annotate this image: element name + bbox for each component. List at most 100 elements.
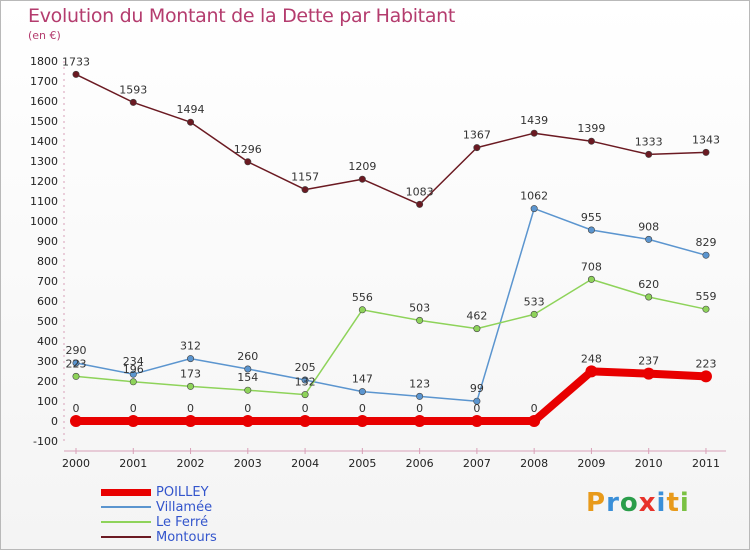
data-label-leferr: 173 (180, 367, 201, 380)
data-point-villame (530, 205, 538, 213)
data-point-leferr (72, 372, 80, 380)
y-tick-label: -100 (33, 435, 58, 448)
legend-label: Le Ferré (156, 515, 209, 530)
data-label-villame: 260 (237, 350, 258, 363)
y-tick-label: 1400 (30, 135, 58, 148)
legend-label: Montours (156, 530, 217, 545)
data-point-montours (358, 175, 366, 183)
logo-letter: x (638, 488, 657, 518)
data-point-villame (702, 251, 710, 259)
data-label-montours: 1733 (62, 55, 90, 68)
data-label-villame: 205 (295, 361, 316, 374)
data-point-poilley (241, 415, 254, 427)
data-label-villame: 955 (581, 211, 602, 224)
data-point-poilley (356, 415, 369, 427)
y-tick-label: 100 (37, 395, 58, 408)
series-line-leferr (75, 278, 707, 396)
x-tick-label: 2000 (62, 457, 90, 470)
y-tick-label: 900 (37, 235, 58, 248)
data-label-poilley: 0 (531, 402, 538, 415)
data-point-leferr (244, 386, 252, 394)
data-point-leferr (187, 382, 195, 390)
proxiti-logo: Proxiti (586, 488, 690, 518)
data-label-villame: 1062 (520, 190, 548, 203)
y-tick-label: 0 (51, 415, 58, 428)
chart-unit-subtitle: (en €) (28, 29, 61, 42)
x-tick-label: 2006 (406, 457, 434, 470)
data-point-leferr (587, 275, 595, 283)
x-tick-label: 2010 (635, 457, 663, 470)
data-point-montours (473, 144, 481, 152)
y-tick-label: 1800 (30, 55, 58, 68)
data-label-poilley: 0 (73, 402, 80, 415)
data-label-montours: 1399 (577, 122, 605, 135)
data-point-montours (301, 186, 309, 194)
data-label-leferr: 708 (581, 260, 602, 273)
y-tick-label: 1500 (30, 115, 58, 128)
data-label-villame: 908 (638, 220, 659, 233)
data-label-montours: 1494 (177, 103, 205, 116)
data-point-montours (702, 148, 710, 156)
data-label-leferr: 533 (524, 295, 545, 308)
y-tick-label: 1700 (30, 75, 58, 88)
y-tick-label: 1300 (30, 155, 58, 168)
data-label-leferr: 154 (237, 371, 258, 384)
data-point-montours (530, 129, 538, 137)
logo-letter: P (586, 488, 607, 518)
data-label-villame: 312 (180, 340, 201, 353)
y-tick-label: 500 (37, 315, 58, 328)
x-tick-label: 2004 (291, 457, 319, 470)
data-label-villame: 147 (352, 373, 373, 386)
data-point-montours (72, 70, 80, 78)
data-point-montours (244, 158, 252, 166)
data-point-villame (187, 355, 195, 363)
data-point-leferr (358, 306, 366, 314)
x-tick-label: 2003 (234, 457, 262, 470)
data-label-poilley: 237 (638, 355, 659, 368)
data-point-poilley (642, 367, 655, 380)
data-label-montours: 1593 (119, 83, 147, 96)
y-tick-label: 1600 (30, 95, 58, 108)
data-point-villame (244, 365, 252, 373)
data-label-villame: 829 (695, 236, 716, 249)
data-label-montours: 1333 (635, 135, 663, 148)
data-point-leferr (702, 305, 710, 313)
legend-label: POILLEY (156, 485, 209, 500)
series-line-montours (75, 73, 707, 206)
logo-letter: i (679, 488, 690, 518)
legend-swatch (101, 536, 151, 538)
data-label-poilley: 0 (130, 402, 137, 415)
data-label-leferr: 503 (409, 301, 430, 314)
y-tick-label: 300 (37, 355, 58, 368)
y-tick-label: 1000 (30, 215, 58, 228)
data-point-montours (187, 118, 195, 126)
data-point-leferr (129, 378, 137, 386)
data-point-montours (129, 98, 137, 106)
data-label-montours: 1083 (406, 185, 434, 198)
data-point-poilley (70, 415, 82, 427)
data-label-villame: 99 (470, 382, 484, 395)
series-line-villame (75, 207, 707, 402)
x-tick-label: 2009 (577, 457, 605, 470)
data-label-montours: 1343 (692, 133, 720, 146)
series-line-poilley (72, 367, 710, 425)
x-tick-label: 2001 (119, 457, 147, 470)
data-point-villame (358, 388, 366, 396)
legend-swatch (101, 488, 151, 496)
data-label-poilley: 0 (359, 402, 366, 415)
data-point-poilley (127, 415, 140, 427)
data-point-montours (416, 200, 424, 208)
data-label-montours: 1296 (234, 143, 262, 156)
data-label-montours: 1157 (291, 171, 319, 184)
data-label-leferr: 556 (352, 291, 373, 304)
y-tick-label: 400 (37, 335, 58, 348)
data-label-poilley: 0 (473, 402, 480, 415)
data-point-poilley (585, 365, 598, 378)
data-label-leferr: 462 (466, 310, 487, 323)
x-tick-label: 2011 (692, 457, 720, 470)
data-point-villame (416, 392, 424, 400)
data-point-poilley (528, 415, 541, 427)
data-point-poilley (184, 415, 197, 427)
data-point-leferr (301, 391, 309, 399)
